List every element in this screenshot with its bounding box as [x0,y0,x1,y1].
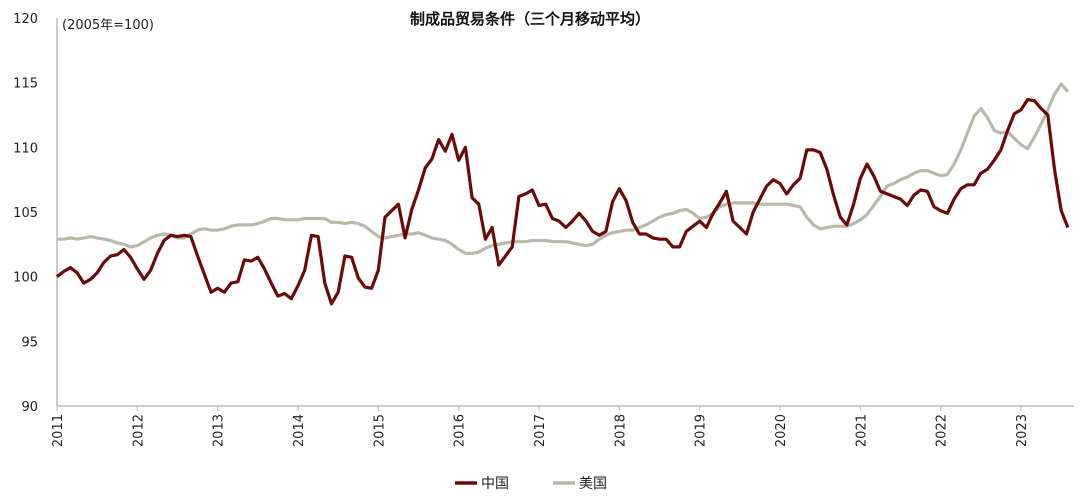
x-tick-label: 2022 [935,414,950,447]
chart-title: 制成品贸易条件（三个月移动平均） [410,10,650,28]
x-tick-label: 2012 [131,414,146,447]
x-tick-label: 2013 [212,414,227,447]
unit-label: (2005年=100) [62,18,154,33]
y-tick-label: 110 [13,141,38,156]
legend: 中国 美国 [455,476,607,492]
x-tick-label: 2014 [292,414,307,447]
y-tick-label: 100 [13,271,38,286]
x-tick-label: 2015 [372,414,387,447]
series-line-usa [57,82,1070,255]
y-tick-label: 120 [13,12,38,27]
x-tick-label: 2018 [613,414,628,447]
x-tick-label: 2011 [51,414,66,447]
x-tick-label: 2019 [694,414,709,447]
x-tick-label: 2023 [1015,414,1030,447]
x-tick-label: 2020 [774,414,789,447]
x-tick-label: 2021 [854,414,869,447]
series-line-china [56,97,1070,306]
y-tick-label: 105 [13,206,38,221]
legend-label: 中国 [481,476,509,492]
x-tick-label: 2017 [533,414,548,447]
x-tick-label: 2016 [453,414,468,447]
y-tick-label: 115 [13,77,38,92]
y-tick-label: 95 [21,335,38,350]
legend-label: 美国 [579,476,607,492]
y-tick-label: 90 [21,400,38,415]
